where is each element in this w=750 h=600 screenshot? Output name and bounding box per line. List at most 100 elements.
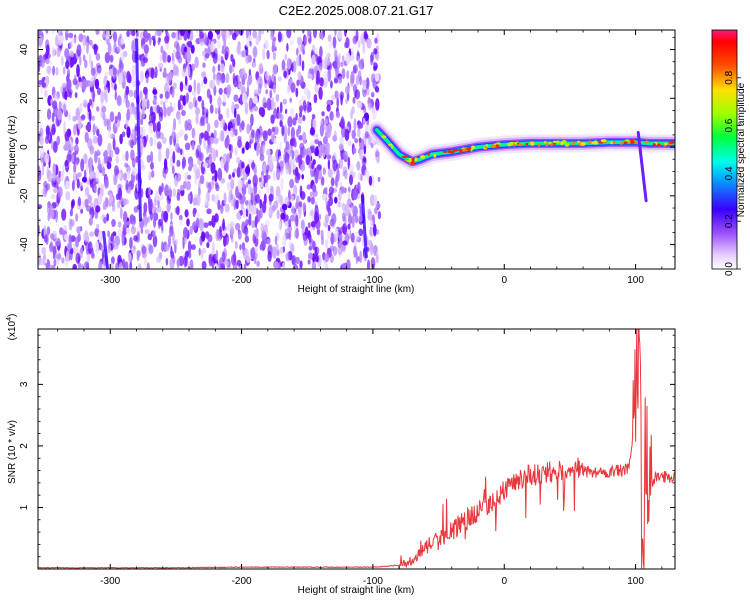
noise-blob [84, 186, 90, 197]
noise-blob [211, 215, 216, 228]
noise-blob [57, 253, 62, 260]
noise-blob [176, 258, 181, 267]
noise-blob [210, 162, 216, 174]
noise-blob [242, 207, 246, 219]
noise-blob [148, 122, 154, 134]
noise-blob [239, 244, 242, 251]
noise-blob [340, 61, 344, 68]
noise-blob [143, 202, 148, 214]
noise-blob [370, 54, 374, 66]
noise-blob [43, 234, 48, 243]
noise-blob [245, 141, 250, 151]
noise-blob [297, 36, 302, 46]
noise-blob [65, 30, 69, 34]
noise-blob [112, 240, 115, 248]
noise-blob [344, 169, 348, 180]
noise-blob [312, 184, 317, 193]
noise-blob [79, 102, 83, 114]
noise-blob [275, 168, 281, 181]
noise-blob [323, 71, 329, 82]
noise-blob [187, 174, 192, 180]
noise-blob [213, 263, 219, 269]
noise-blob [184, 142, 191, 151]
noise-blob [139, 90, 143, 101]
noise-blob [329, 111, 334, 121]
noise-blob [228, 174, 232, 180]
noise-blob [98, 260, 103, 269]
noise-blob [373, 48, 378, 55]
noise-blob [279, 140, 283, 150]
noise-blob [335, 111, 340, 119]
noise-blob [211, 175, 216, 181]
noise-blob [294, 171, 300, 184]
noise-blob [314, 255, 319, 263]
ridge-hotspot [506, 142, 512, 147]
noise-blob [51, 171, 56, 182]
noise-blob [83, 153, 88, 164]
noise-blob [49, 59, 52, 66]
noise-blob [325, 197, 328, 207]
noise-blob [297, 71, 302, 81]
noise-blob [186, 51, 192, 64]
noise-blob [152, 87, 157, 94]
noise-blob [310, 191, 313, 197]
noise-blob [228, 191, 232, 203]
noise-blob [192, 197, 198, 206]
noise-blob [38, 62, 41, 73]
noise-blob [41, 82, 46, 88]
noise-blob [304, 35, 308, 46]
x-tick-label: -100 [363, 576, 383, 587]
noise-blob [255, 193, 260, 204]
noise-blob [117, 221, 122, 228]
noise-blob [115, 155, 120, 164]
noise-blob [246, 202, 251, 212]
snr-series [38, 329, 675, 569]
noise-blob [342, 203, 346, 212]
x-tick-label: -300 [100, 576, 120, 587]
noise-blob [73, 37, 77, 44]
noise-blob [295, 256, 300, 265]
noise-blob [334, 49, 338, 61]
noise-blob [198, 247, 201, 256]
noise-blob [331, 94, 336, 101]
noise-blob [112, 67, 118, 76]
noise-blob [88, 98, 93, 106]
noise-blob [55, 211, 58, 223]
noise-blob [46, 183, 50, 191]
noise-blob [365, 87, 370, 96]
noise-blob [122, 211, 128, 224]
noise-blob [64, 48, 70, 59]
noise-blob [141, 245, 147, 255]
noise-blob [307, 30, 310, 38]
noise-blob [103, 217, 107, 224]
noise-blob [94, 78, 100, 90]
noise-blob [354, 138, 359, 144]
noise-blob [122, 258, 126, 269]
noise-blob [276, 209, 280, 220]
noise-blob [316, 247, 320, 255]
noise-blob [370, 257, 376, 269]
noise-blob [239, 193, 243, 200]
noise-blob [234, 146, 239, 156]
noise-blob [340, 185, 346, 195]
noise-blob [233, 75, 239, 88]
noise-blob [278, 220, 282, 232]
noise-blob [359, 250, 363, 264]
noise-blob [184, 75, 188, 86]
ridge-hotspot [512, 143, 516, 147]
noise-blob [183, 255, 188, 268]
noise-blob [235, 199, 239, 210]
noise-blob [51, 123, 56, 136]
noise-blob [332, 60, 338, 69]
noise-blob [363, 144, 367, 155]
colorbar-ticks: 0.0 0.2 0.4 0.6 0.8 [724, 70, 741, 276]
noise-blob [60, 55, 64, 67]
noise-blob [308, 236, 312, 244]
noise-blob [46, 129, 50, 140]
noise-blob [221, 251, 226, 262]
noise-blob [96, 106, 100, 112]
noise-blob [358, 59, 364, 70]
noise-blob [357, 40, 361, 49]
noise-blob [96, 223, 100, 230]
noise-blob [300, 191, 306, 200]
